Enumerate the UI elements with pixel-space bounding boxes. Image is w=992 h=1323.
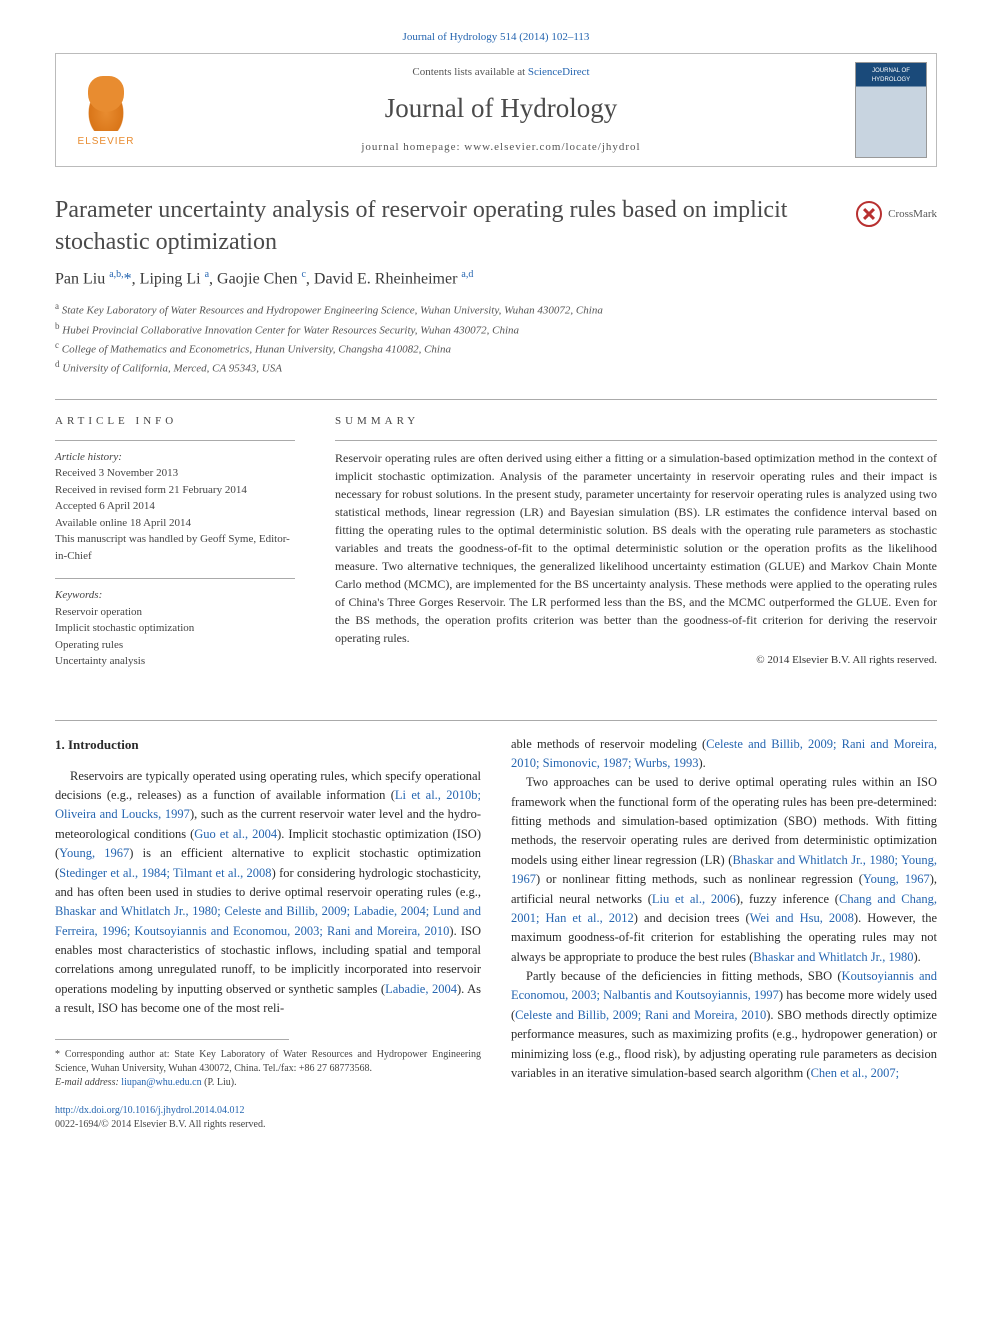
footnote-divider [55,1039,289,1040]
issn-copyright: 0022-1694/© 2014 Elsevier B.V. All right… [55,1118,481,1132]
summary-label: SUMMARY [335,414,937,429]
journal-name: Journal of Hydrology [164,90,838,128]
history-line: This manuscript was handled by Geoff Sym… [55,531,295,564]
citation-link[interactable]: Young, 1967 [863,872,930,886]
copyright-line: © 2014 Elsevier B.V. All rights reserved… [335,653,937,668]
email-line: E-mail address: liupan@whu.edu.cn (P. Li… [55,1076,481,1090]
article-title: Parameter uncertainty analysis of reserv… [55,195,836,257]
elsevier-tree-icon [76,71,136,131]
citation-link[interactable]: Chen et al., 2007; [811,1066,900,1080]
journal-header: ELSEVIER Contents lists available at Sci… [55,53,937,167]
history-line: Received in revised form 21 February 201… [55,482,295,499]
affiliations: a State Key Laboratory of Water Resource… [55,300,937,377]
publisher-name: ELSEVIER [78,135,135,149]
citation-line: Journal of Hydrology 514 (2014) 102–113 [55,30,937,45]
history-title: Article history: [55,449,295,466]
summary-text: Reservoir operating rules are often deri… [335,449,937,647]
citation-link[interactable]: Bhaskar and Whitlatch Jr., 1980 [753,950,913,964]
body-column-right: able methods of reservoir modeling (Cele… [511,735,937,1132]
keyword-line: Uncertainty analysis [55,653,295,670]
body-column-left: 1. Introduction Reservoirs are typically… [55,735,481,1132]
contents-prefix: Contents lists available at [412,66,527,78]
citation-link[interactable]: Labadie, 2004 [385,982,457,996]
cover-image-icon [855,62,927,158]
section-heading-intro: 1. Introduction [55,735,481,755]
affiliation-line: b Hubei Provincial Collaborative Innovat… [55,320,937,339]
summary-block: SUMMARY Reservoir operating rules are of… [335,414,937,683]
citation-link[interactable]: Wei and Hsu, 2008 [750,911,854,925]
paragraph: Two approaches can be used to derive opt… [511,773,937,967]
citation-link[interactable]: Celeste and Billib, 2009; Rani and Morei… [515,1008,766,1022]
history-line: Received 3 November 2013 [55,465,295,482]
sciencedirect-link[interactable]: ScienceDirect [528,66,590,78]
crossmark-icon [856,201,882,227]
email-label: E-mail address: [55,1077,121,1088]
history-line: Accepted 6 April 2014 [55,498,295,515]
crossmark-badge[interactable]: CrossMark [856,201,937,227]
crossmark-label: CrossMark [888,207,937,222]
citation-link[interactable]: Guo et al., 2004 [194,827,277,841]
article-info-label: ARTICLE INFO [55,414,295,429]
publisher-logo: ELSEVIER [56,54,156,166]
citation-link[interactable]: Young, 1967 [59,846,129,860]
homepage-prefix: journal homepage: [361,141,464,153]
homepage-url[interactable]: www.elsevier.com/locate/jhydrol [464,141,640,153]
divider [55,720,937,721]
corresponding-author-note: * Corresponding author at: State Key Lab… [55,1048,481,1076]
cover-thumbnail [846,54,936,166]
email-suffix: (P. Liu). [202,1077,237,1088]
paragraph: Partly because of the deficiencies in fi… [511,967,937,1083]
citation-link[interactable]: Liu et al., 2006 [652,892,736,906]
contents-available: Contents lists available at ScienceDirec… [164,65,838,80]
keyword-line: Operating rules [55,637,295,654]
affiliation-line: d University of California, Merced, CA 9… [55,358,937,377]
doi-block: http://dx.doi.org/10.1016/j.jhydrol.2014… [55,1104,481,1132]
divider [335,440,937,441]
author-list: Pan Liu a,b,*, Liping Li a, Gaojie Chen … [55,268,937,291]
keywords-title: Keywords: [55,587,295,604]
email-link[interactable]: liupan@whu.edu.cn [121,1077,201,1088]
paragraph: able methods of reservoir modeling (Cele… [511,735,937,774]
affiliation-line: c College of Mathematics and Econometric… [55,339,937,358]
journal-homepage: journal homepage: www.elsevier.com/locat… [164,140,838,155]
keyword-line: Implicit stochastic optimization [55,620,295,637]
history-line: Available online 18 April 2014 [55,515,295,532]
affiliation-line: a State Key Laboratory of Water Resource… [55,300,937,319]
divider [55,399,937,400]
keyword-line: Reservoir operation [55,604,295,621]
article-info-block: ARTICLE INFO Article history: Received 3… [55,414,295,683]
citation-link[interactable]: Bhaskar and Whitlatch Jr., 1980; Celeste… [55,904,481,937]
paragraph: Reservoirs are typically operated using … [55,767,481,1019]
doi-link[interactable]: http://dx.doi.org/10.1016/j.jhydrol.2014… [55,1105,245,1116]
citation-link[interactable]: Stedinger et al., 1984; Tilmant et al., … [59,866,271,880]
